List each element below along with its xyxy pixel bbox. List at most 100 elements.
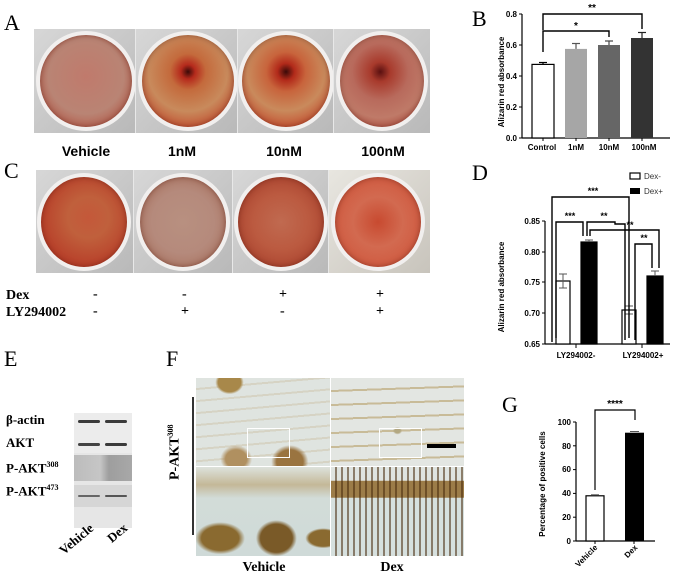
legend-swatch-dex-neg (629, 172, 641, 180)
blot-label-beta-actin: β-actin (6, 412, 45, 428)
well-image-vehicle (34, 29, 136, 133)
chart-g-ytick: 100 (558, 418, 572, 427)
chart-d-ytick: 0.80 (524, 248, 540, 257)
chart-b-ylabel: Alizarin red absorbance (497, 36, 506, 127)
stained-well (238, 31, 333, 131)
chart-d-xlabel-ly-pos: LY294002+ (623, 351, 664, 360)
chart-g-ytick: 80 (562, 442, 571, 451)
bar-100nm (631, 38, 653, 138)
panel-letter-g: G (502, 392, 518, 417)
panel-letter-b: B (472, 6, 487, 31)
panel-a-label-100nm: 100nM (361, 143, 405, 159)
chart-g-ytick: 40 (562, 489, 571, 498)
scale-bar (427, 444, 456, 448)
inset-box-vehicle (247, 428, 290, 458)
panel-letter-a: A (4, 10, 20, 35)
ihc-divider-horizontal (196, 466, 464, 467)
panel-c-row-label-dex: Dex (6, 288, 30, 303)
panel-c-dex-1: - (93, 287, 98, 302)
blot-label-text: P-AKT (6, 460, 47, 476)
chart-d-sig-5: ** (640, 233, 648, 243)
side-label-superscript: 308 (166, 424, 175, 437)
legend-swatch-dex-pos (630, 188, 640, 194)
band-akt-dex (105, 443, 127, 446)
panel-c-dex-4: + (376, 287, 384, 302)
stained-well (37, 173, 131, 271)
band-p-akt473-vehicle (78, 495, 100, 497)
panel-a-label-vehicle: Vehicle (61, 143, 111, 159)
well-image-dex-pos-ly-pos (329, 170, 430, 273)
chart-g-positive-cells: Percentage of positive cells 0 20 40 60 … (538, 399, 655, 569)
well-image-1nm (136, 29, 238, 133)
panel-a-label-1nm: 1nM (168, 143, 196, 159)
chart-d-sig-3: ** (600, 211, 608, 221)
panel-letter-d: D (472, 160, 488, 185)
bar-ly-neg-dex-neg (555, 280, 571, 345)
bar-control (531, 63, 555, 139)
chart-g-ytick: 0 (567, 537, 572, 546)
well-image-10nm (238, 29, 334, 133)
panel-f-label-vehicle: Vehicle (242, 560, 286, 575)
blot-label-akt: AKT (6, 435, 34, 451)
bar-dex (625, 432, 644, 541)
blot-label-p-akt473: P-AKT473 (6, 483, 58, 499)
panel-c-ly-1: - (93, 304, 98, 319)
bar-1nm (565, 48, 587, 138)
band-actin-vehicle (78, 420, 100, 423)
well-image-dex-pos-ly-neg (233, 170, 329, 273)
stained-well (336, 31, 428, 131)
stained-well (234, 173, 328, 271)
western-blot (74, 413, 132, 528)
legend-label-dex-pos: Dex+ (644, 187, 663, 196)
chart-b-sig-100nm: ** (588, 3, 596, 14)
panel-c-ly-3: - (280, 304, 285, 319)
chart-b-ytick: 0.6 (506, 41, 518, 50)
blot-label-superscript: 308 (46, 460, 59, 469)
chart-g-sig-bracket (594, 409, 636, 490)
stained-well (138, 31, 237, 131)
blot-label-text: β-actin (6, 412, 45, 427)
bar-ly-neg-dex-pos (580, 241, 598, 345)
chart-g-xlabel-vehicle: Vehicle (574, 543, 600, 569)
panel-letter-e: E (4, 346, 18, 371)
well-image-dex-neg-ly-pos (134, 170, 233, 273)
stained-well (136, 173, 230, 271)
chart-b-sig-10nm: * (574, 21, 578, 32)
ihc-dex-overview (331, 378, 464, 466)
chart-d-xlabel-ly-neg: LY294002- (557, 351, 596, 360)
panel-f-side-line (192, 397, 194, 535)
panel-c-row-label-ly294002: LY294002 (6, 305, 67, 320)
blot-label-superscript: 473 (46, 483, 59, 492)
blot-label-text: AKT (6, 435, 35, 450)
chart-d-ytick: 0.85 (524, 217, 540, 226)
blot-label-text: P-AKT (6, 483, 47, 499)
blot-label-p-akt308: P-AKT308 (6, 460, 58, 476)
chart-b-ytick: 0.4 (506, 72, 518, 81)
well-image-dex-neg-ly-neg (36, 170, 134, 273)
well-image-100nm (334, 29, 430, 133)
ihc-vehicle-overview (196, 378, 330, 466)
ihc-vehicle-zoomed (196, 467, 330, 556)
chart-g-xlabel-dex: Dex (623, 543, 640, 560)
chart-g-ytick: 60 (562, 465, 571, 474)
panel-letter-c: C (4, 158, 19, 183)
panel-f-label-dex: Dex (380, 560, 404, 575)
panel-c-dex-2: - (182, 287, 187, 302)
inset-box-dex (379, 428, 422, 458)
panel-a-well-images (34, 29, 430, 133)
chart-d-ylabel: Alizarin red absorbance (497, 241, 506, 332)
panel-letter-f: F (166, 346, 179, 371)
band-akt-vehicle (78, 443, 100, 446)
band-p-akt473-dex (105, 495, 127, 497)
chart-d-alizarin-ly294002: Alizarin red absorbance 0.85 0.80 0.75 0… (497, 172, 670, 360)
chart-d-sig-1: *** (588, 186, 599, 196)
panel-a-label-10nm: 10nM (266, 143, 302, 159)
stained-well (331, 173, 425, 271)
chart-b-alizarin-concentration: Alizarin red absorbance 0.0 0.2 0.4 0.6 … (497, 3, 670, 152)
ihc-divider-vertical (330, 378, 331, 556)
chart-g-ylabel: Percentage of positive cells (538, 431, 547, 537)
side-label-text: P-AKT (167, 436, 183, 480)
blot-strip-actin-akt (74, 413, 132, 453)
band-actin-dex (105, 420, 127, 423)
panel-c-ly-2: + (181, 304, 189, 319)
